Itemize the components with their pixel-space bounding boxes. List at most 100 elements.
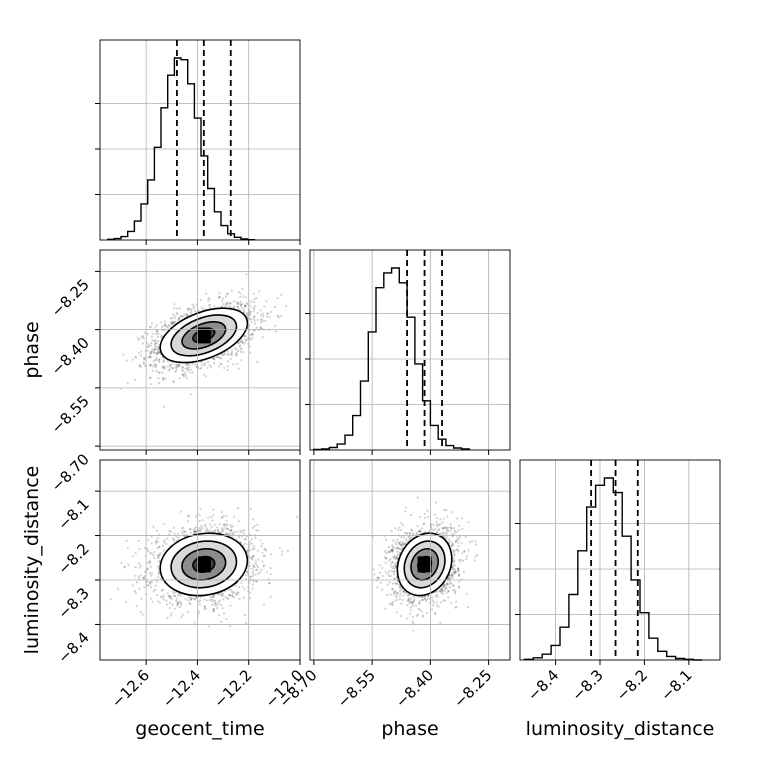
scatter-point (445, 527, 448, 530)
scatter-point (221, 528, 224, 531)
scatter-point (393, 577, 396, 580)
scatter-point (440, 591, 443, 594)
scatter-point (229, 588, 232, 591)
scatter-point (397, 541, 400, 544)
scatter-point (269, 595, 272, 598)
scatter-point (397, 547, 400, 550)
scatter-point (176, 366, 179, 369)
scatter-point (378, 571, 382, 575)
scatter-point (447, 590, 450, 593)
scatter-point (391, 603, 394, 606)
scatter-point (474, 540, 477, 543)
scatter-point (189, 531, 192, 535)
scatter-point (257, 558, 260, 561)
scatter-point (164, 324, 167, 327)
scatter-point (146, 333, 149, 336)
scatter-point (156, 335, 159, 339)
scatter-point (407, 598, 410, 601)
scatter-point (280, 293, 283, 296)
scatter-point (451, 576, 454, 579)
scatter-point (181, 315, 185, 318)
scatter-point (236, 591, 239, 594)
scatter-point (384, 607, 387, 610)
scatter-point (226, 527, 229, 530)
scatter-point (197, 612, 200, 615)
scatter-point (449, 523, 452, 526)
scatter-point (250, 542, 253, 545)
scatter-point (445, 587, 448, 590)
scatter-point (152, 365, 155, 368)
scatter-point (131, 584, 134, 587)
scatter-point (252, 317, 255, 320)
scatter-point (253, 524, 256, 528)
scatter-point (242, 308, 246, 311)
scatter-point (265, 315, 269, 318)
scatter-point (442, 526, 445, 529)
scatter-point (156, 330, 159, 333)
scatter-point (441, 589, 444, 592)
scatter-point (189, 308, 192, 311)
scatter-point (265, 571, 268, 574)
scatter-point (216, 356, 219, 359)
scatter-point (138, 566, 141, 569)
scatter-point (147, 356, 150, 359)
scatter-point (249, 507, 252, 510)
scatter-point (457, 541, 460, 544)
scatter-point (144, 546, 147, 550)
scatter-point (411, 601, 414, 604)
scatter-point (222, 612, 226, 615)
axes-layer (99, 39, 721, 661)
scatter-point (157, 576, 160, 579)
scatter-point (179, 315, 183, 318)
joint-panel-geocent-time-luminosity-distance (109, 507, 299, 628)
scatter-point (400, 522, 403, 525)
scatter-point (231, 592, 234, 595)
scatter-point (207, 300, 210, 303)
scatter-point (212, 508, 215, 511)
scatter-point (446, 515, 449, 518)
scatter-point (396, 553, 399, 556)
scatter-point (183, 373, 186, 376)
scatter-point (190, 597, 193, 600)
scatter-point (178, 364, 181, 368)
scatter-point (473, 559, 476, 562)
scatter-point (150, 350, 153, 353)
scatter-point (457, 567, 460, 571)
scatter-point (224, 533, 227, 536)
scatter-point (150, 535, 153, 538)
scatter-point (394, 582, 397, 585)
scatter-point (190, 598, 193, 601)
scatter-point (390, 565, 393, 568)
scatter-point (135, 581, 139, 584)
scatter-point (398, 551, 401, 554)
scatter-point (157, 572, 160, 576)
scatter-point (227, 533, 230, 536)
scatter-point (392, 570, 395, 574)
scatter-point (446, 582, 449, 585)
scatter-point (161, 365, 164, 368)
scatter-point (390, 603, 393, 606)
scatter-point (202, 373, 206, 376)
scatter-point (200, 306, 203, 309)
scatter-point (443, 599, 447, 602)
scatter-point (261, 560, 264, 563)
scatter-point (171, 317, 174, 320)
scatter-point (151, 348, 154, 351)
scatter-point (389, 549, 392, 552)
scatter-point (268, 582, 271, 585)
scatter-point (432, 604, 435, 607)
scatter-point (235, 301, 239, 304)
scatter-point (211, 603, 214, 607)
scatter-point (465, 557, 468, 561)
histogram-geocent-time (107, 40, 256, 241)
scatter-point (453, 571, 456, 574)
scatter-point (235, 348, 238, 351)
scatter-point (149, 344, 152, 347)
scatter-point (390, 570, 393, 573)
scatter-point (461, 527, 464, 531)
scatter-point (445, 536, 448, 539)
scatter-point (222, 514, 225, 518)
scatter-point (173, 532, 176, 535)
scatter-point (403, 531, 407, 535)
scatter-point (141, 613, 144, 616)
